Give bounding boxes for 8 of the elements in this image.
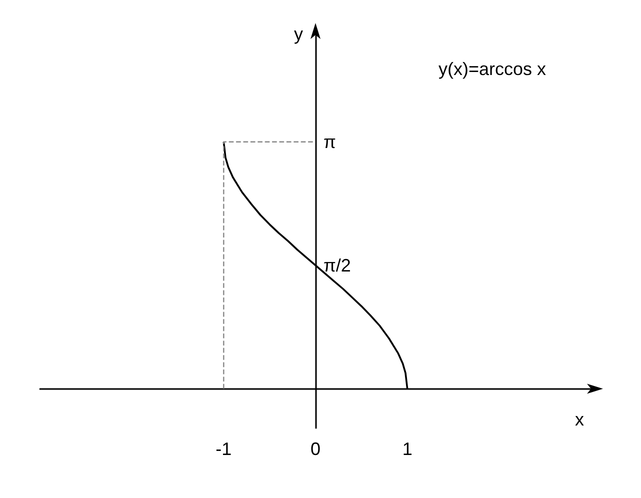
x-tick-label: 1 <box>402 439 412 459</box>
x-tick-label: 0 <box>310 439 321 459</box>
y-axis-title: y <box>294 24 303 44</box>
annotation: y(x)=arccos x <box>438 59 546 79</box>
y-tick-label: π/2 <box>324 255 351 276</box>
x-tick-label: -1 <box>216 439 232 459</box>
y-tick-label: π <box>324 132 336 152</box>
x-axis-title: x <box>575 410 584 430</box>
